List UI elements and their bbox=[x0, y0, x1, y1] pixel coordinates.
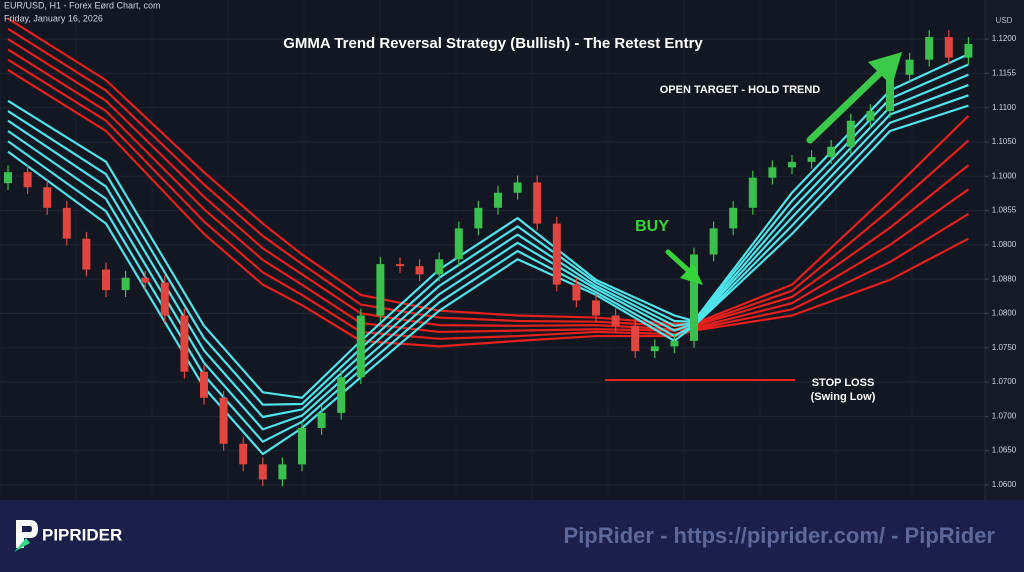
candle-body bbox=[435, 259, 444, 275]
candle-body bbox=[905, 59, 914, 75]
footer bbox=[0, 500, 1024, 572]
y-tick-label: 1.0700 bbox=[992, 377, 1017, 386]
candle-body bbox=[337, 377, 346, 413]
y-tick-label: 1.1155 bbox=[992, 68, 1016, 77]
brand: PIPRIDER bbox=[42, 525, 122, 544]
candle-body bbox=[396, 264, 404, 267]
candle-body bbox=[62, 207, 71, 239]
ribbons bbox=[7, 17, 970, 456]
target-label: OPEN TARGET - HOLD TREND bbox=[660, 84, 821, 96]
ribbon-line bbox=[7, 27, 970, 327]
ribbon-line bbox=[7, 104, 969, 456]
price-axis-panel bbox=[985, 0, 1024, 500]
y-tick-label: 1.0855 bbox=[992, 206, 1017, 215]
date: Friday, January 16, 2026 bbox=[4, 13, 103, 23]
candle-body bbox=[102, 269, 110, 291]
candle-body bbox=[4, 172, 12, 184]
stop-label: STOP LOSS bbox=[812, 377, 875, 389]
candle-body bbox=[944, 37, 953, 58]
candle-body bbox=[866, 111, 875, 121]
ribbon-line bbox=[7, 48, 970, 334]
target-arrow bbox=[806, 52, 902, 144]
candle-body bbox=[846, 120, 855, 147]
stop-note: (Swing Low) bbox=[811, 391, 876, 403]
candle-body bbox=[690, 254, 698, 341]
candle-body bbox=[82, 238, 91, 270]
y-tick-label: 1.1200 bbox=[992, 34, 1017, 43]
candle-body bbox=[592, 300, 600, 316]
candle-body bbox=[219, 397, 228, 444]
candle-body bbox=[925, 37, 934, 60]
logo-icon bbox=[14, 520, 38, 552]
symbol: EUR/USD, H1 - Forex Eørd Chart, com bbox=[4, 0, 161, 10]
candle-body bbox=[23, 172, 32, 188]
y-tick-label: 1.0650 bbox=[992, 446, 1017, 455]
candle-body bbox=[180, 315, 189, 372]
candle-body bbox=[533, 182, 542, 224]
y-tick-label: 1.1100 bbox=[992, 103, 1016, 112]
candle-body bbox=[670, 340, 679, 347]
candle-body bbox=[454, 228, 463, 260]
candle-body bbox=[200, 371, 208, 398]
candle-body bbox=[886, 74, 894, 112]
candle-body bbox=[631, 325, 640, 352]
candle-body bbox=[709, 228, 718, 255]
y-tick-label: 1.1000 bbox=[992, 171, 1017, 180]
ribbon-line bbox=[7, 73, 969, 419]
y-tick-label: 1.0600 bbox=[992, 480, 1017, 489]
candle-body bbox=[729, 207, 738, 229]
ribbon-line bbox=[7, 94, 969, 443]
candle-body bbox=[474, 207, 483, 229]
candle-body bbox=[298, 427, 306, 465]
candle-body bbox=[356, 315, 365, 378]
candle-body bbox=[141, 277, 150, 283]
candle-body bbox=[160, 282, 169, 316]
chart-title: GMMA Trend Reversal Strategy (Bullish) -… bbox=[283, 35, 703, 52]
ribbon-line bbox=[7, 53, 969, 399]
ribbon-line bbox=[7, 17, 970, 325]
axis-unit: USD bbox=[996, 16, 1013, 25]
candle-body bbox=[513, 182, 522, 193]
candle-body bbox=[494, 192, 502, 208]
y-tick-label: 1.0700 bbox=[992, 411, 1017, 420]
y-tick-label: 1.0880 bbox=[992, 274, 1017, 283]
buy-arrow bbox=[665, 249, 703, 285]
candle-body bbox=[611, 315, 620, 326]
ribbon-line bbox=[7, 63, 969, 406]
ribbon-line bbox=[7, 38, 970, 331]
candle-body bbox=[415, 266, 424, 275]
chart-background bbox=[0, 0, 1024, 500]
candle-body bbox=[788, 161, 796, 168]
y-tick-label: 1.1050 bbox=[992, 137, 1017, 146]
ribbon-line bbox=[7, 69, 969, 348]
y-tick-label: 1.0800 bbox=[992, 309, 1017, 318]
watermark: PipRider - https://piprider.com/ - PipRi… bbox=[564, 523, 996, 548]
buy-label: BUY bbox=[635, 218, 669, 235]
candle-body bbox=[807, 157, 816, 162]
candle-body bbox=[552, 223, 561, 285]
candle-body bbox=[121, 277, 130, 291]
candle-body bbox=[278, 464, 287, 480]
candle-body bbox=[768, 167, 777, 178]
candle-body bbox=[572, 284, 581, 301]
candles bbox=[4, 30, 973, 487]
candle-body bbox=[376, 264, 385, 316]
ribbon-line bbox=[7, 58, 969, 340]
ribbon-line bbox=[7, 84, 969, 431]
y-tick-label: 1.0800 bbox=[992, 240, 1017, 249]
candle-body bbox=[239, 443, 248, 465]
candle-body bbox=[650, 346, 659, 352]
candle-body bbox=[964, 43, 973, 58]
y-tick-label: 1.0750 bbox=[992, 343, 1017, 352]
candle-body bbox=[748, 177, 757, 208]
candle-body bbox=[258, 464, 267, 480]
candle-body bbox=[43, 187, 52, 208]
candle-body bbox=[317, 412, 326, 428]
candle-body bbox=[827, 146, 836, 158]
